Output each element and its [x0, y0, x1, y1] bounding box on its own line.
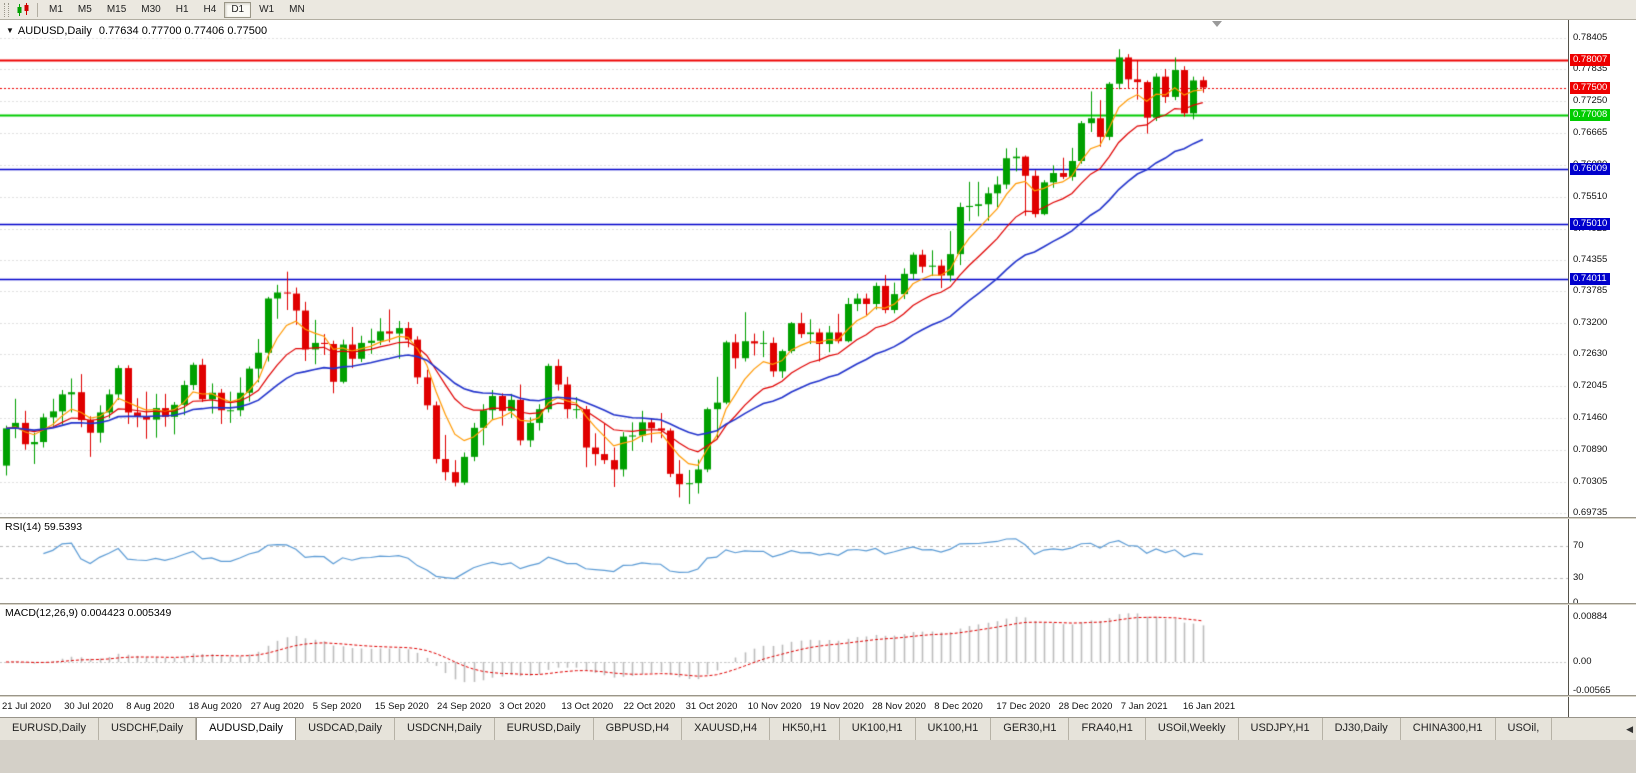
- timeframe-button-m30[interactable]: M30: [134, 2, 167, 18]
- price-tick-label: 0.76665: [1573, 127, 1608, 139]
- price-tick-label: 0.72045: [1573, 380, 1608, 392]
- chart-symbol-label: AUDUSD,Daily: [17, 25, 92, 37]
- time-tick-label: 22 Oct 2020: [623, 701, 676, 712]
- macd-panel-canvas[interactable]: [0, 605, 1568, 695]
- chart-tab-hk50-h1[interactable]: HK50,H1: [770, 718, 840, 740]
- timeframe-button-w1[interactable]: W1: [252, 2, 281, 18]
- support-line-badge: 0.77008: [1570, 108, 1611, 121]
- time-tick-label: 13 Oct 2020: [561, 701, 614, 712]
- rsi-panel-canvas[interactable]: [0, 519, 1568, 603]
- chart-shift-marker[interactable]: [1212, 21, 1222, 27]
- blue-level-1-badge: 0.76009: [1570, 163, 1611, 176]
- price-axis[interactable]: 0.784050.778350.772500.766650.760800.755…: [1568, 20, 1636, 717]
- timeframe-button-h4[interactable]: H4: [197, 2, 224, 18]
- rsi-axis-label: 0: [1573, 597, 1578, 608]
- timeframe-button-mn[interactable]: MN: [282, 2, 312, 18]
- price-tick-label: 0.73200: [1573, 317, 1608, 329]
- time-tick-label: 21 Jul 2020: [2, 701, 52, 712]
- resistance-line-badge: 0.78007: [1570, 53, 1611, 66]
- tab-scroll-left-button[interactable]: ◀: [1626, 724, 1633, 734]
- chart-tab-eurusd-daily[interactable]: EURUSD,Daily: [0, 718, 99, 740]
- rsi-axis-label: 30: [1573, 572, 1584, 584]
- time-tick-label: 31 Oct 2020: [685, 701, 738, 712]
- time-tick-label: 27 Aug 2020: [250, 701, 304, 712]
- time-tick-label: 7 Jan 2021: [1120, 701, 1168, 712]
- panel-splitter-bottom[interactable]: [0, 695, 1636, 697]
- time-tick-label: 24 Sep 2020: [437, 701, 491, 712]
- macd-axis-label: 0.00: [1573, 656, 1592, 667]
- chart-tab-xauusd-h4[interactable]: XAUUSD,H4: [682, 718, 771, 740]
- price-tick-label: 0.73785: [1573, 285, 1608, 297]
- chart-tab-ger30-h1[interactable]: GER30,H1: [991, 718, 1070, 740]
- time-tick-label: 8 Dec 2020: [934, 701, 983, 712]
- time-tick-label: 28 Nov 2020: [872, 701, 926, 712]
- price-tick-label: 0.70890: [1573, 443, 1608, 455]
- chart-ohlc-label: 0.77634 0.77700 0.77406 0.77500: [98, 25, 268, 37]
- blue-level-2-badge: 0.75010: [1570, 218, 1611, 230]
- toolbar-grip[interactable]: [4, 2, 9, 17]
- chart-tab-usdcnh-daily[interactable]: USDCNH,Daily: [395, 718, 495, 740]
- chart-tab-bar: ◀ EURUSD,Daily USDCHF,Daily AUDUSD,Daily US…: [0, 717, 1636, 740]
- price-tick-label: 0.75510: [1573, 190, 1608, 202]
- time-tick-label: 18 Aug 2020: [188, 701, 242, 712]
- macd-axis-label: -0.00565: [1573, 684, 1611, 696]
- rsi-indicator-label: RSI(14) 59.5393: [5, 521, 83, 533]
- timeframe-button-h1[interactable]: H1: [169, 2, 196, 18]
- panel-splitter-rsi[interactable]: [0, 517, 1636, 519]
- time-axis[interactable]: 21 Jul 2020 30 Jul 2020 8 Aug 2020 18 Aug 2…: [0, 697, 1568, 717]
- chart-tab-china300-h1[interactable]: CHINA300,H1: [1401, 718, 1496, 740]
- chart-tab-dj30-daily[interactable]: DJ30,Daily: [1323, 718, 1401, 740]
- time-tick-label: 8 Aug 2020: [126, 701, 175, 712]
- panel-splitter-macd[interactable]: [0, 603, 1636, 605]
- time-tick-label: 17 Dec 2020: [996, 701, 1051, 712]
- chart-tab-usoil-[interactable]: USOil,: [1496, 718, 1553, 740]
- main-chart-canvas[interactable]: [0, 20, 1568, 517]
- chart-title: ▼ AUDUSD,Daily 0.77634 0.77700 0.77406 0.7…: [6, 25, 267, 37]
- timeframe-button-m1[interactable]: M1: [42, 2, 70, 18]
- price-tick-label: 0.70305: [1573, 475, 1608, 487]
- time-tick-label: 30 Jul 2020: [64, 701, 114, 712]
- chart-tab-uk100-h1[interactable]: UK100,H1: [840, 718, 916, 740]
- macd-axis-label: 0.00884: [1573, 610, 1608, 622]
- price-tick-label: 0.77250: [1573, 95, 1608, 107]
- price-tick-label: 0.74355: [1573, 253, 1608, 265]
- toolbar-separator: [37, 2, 38, 17]
- macd-indicator-label: MACD(12,26,9) 0.004423 0.005349: [5, 607, 172, 619]
- chart-tab-gbpusd-h4[interactable]: GBPUSD,H4: [594, 718, 683, 740]
- chart-tab-eurusd-daily[interactable]: EURUSD,Daily: [495, 718, 594, 740]
- chart-tab-uk100-h1[interactable]: UK100,H1: [916, 718, 992, 740]
- chart-tab-fra40-h1[interactable]: FRA40,H1: [1069, 718, 1146, 740]
- price-tick-label: 0.69735: [1573, 507, 1608, 518]
- chart-tab-audusd-daily[interactable]: AUDUSD,Daily: [196, 718, 297, 740]
- blue-level-3-badge: 0.74011: [1570, 272, 1610, 285]
- chart-tab-usdcad-daily[interactable]: USDCAD,Daily: [296, 718, 396, 740]
- time-tick-label: 10 Nov 2020: [747, 701, 802, 712]
- chart-tab-usdjpy-h1[interactable]: USDJPY,H1: [1239, 718, 1323, 740]
- price-tick-label: 0.77835: [1573, 63, 1608, 75]
- timeframe-button-m15[interactable]: M15: [100, 2, 133, 18]
- time-tick-label: 19 Nov 2020: [809, 701, 864, 712]
- symbol-dropdown-icon[interactable]: ▼: [6, 26, 14, 35]
- window-bottom-strip: [0, 740, 1636, 773]
- time-tick-label: 15 Sep 2020: [374, 701, 429, 712]
- time-tick-label: 3 Oct 2020: [499, 701, 546, 712]
- chart-tab-usoil-weekly[interactable]: USOil,Weekly: [1146, 718, 1239, 740]
- time-tick-label: 16 Jan 2021: [1182, 701, 1236, 712]
- timeframe-button-d1[interactable]: D1: [224, 1, 252, 18]
- time-tick-label: 28 Dec 2020: [1058, 701, 1113, 712]
- price-tick-label: 0.72630: [1573, 348, 1608, 360]
- timeframe-button-m5[interactable]: M5: [71, 2, 99, 18]
- timeframe-button-group: M1 M5 M15 M30 H1 H4 D1 W1 MN: [42, 1, 312, 18]
- timeframes-toolbar: M1 M5 M15 M30 H1 H4 D1 W1 MN: [0, 0, 1636, 20]
- price-tick-label: 0.78405: [1573, 32, 1608, 43]
- chart-tab-usdchf-daily[interactable]: USDCHF,Daily: [99, 718, 197, 740]
- price-tick-label: 0.71460: [1573, 412, 1608, 424]
- candlestick-chart-icon[interactable]: [16, 2, 30, 17]
- time-tick-label: 5 Sep 2020: [312, 701, 362, 712]
- bid-price-line-badge: 0.77500: [1570, 81, 1611, 94]
- rsi-axis-label: 70: [1573, 539, 1584, 551]
